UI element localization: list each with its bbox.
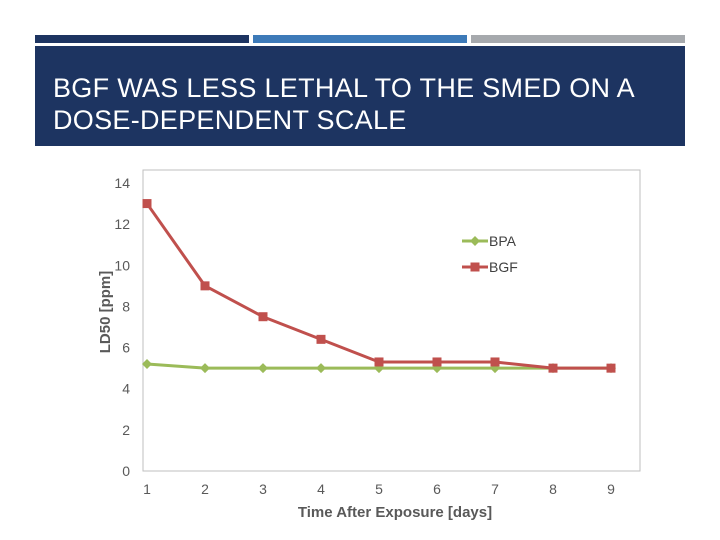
- x-axis-ticks: 1 2 3 4 5 6 7 8 9: [143, 481, 615, 497]
- series-line-bgf: [145, 202, 611, 370]
- data-point-bpa: [142, 359, 152, 370]
- data-point-bpa: [316, 363, 326, 374]
- legend-marker: [470, 262, 480, 272]
- legend-item-bgf: BGF: [462, 259, 518, 275]
- title-band: BGF WAS LESS LETHAL TO THE SMED ON A DOS…: [35, 46, 685, 146]
- accent-bar-gray: [471, 35, 685, 43]
- y-axis-label: LD50 [ppm]: [97, 271, 114, 354]
- y-tick-label: 14: [114, 175, 130, 191]
- slide-title: BGF WAS LESS LETHAL TO THE SMED ON A DOS…: [53, 73, 634, 135]
- accent-bar-blue: [253, 35, 467, 43]
- data-point-bgf: [432, 357, 442, 367]
- x-tick-label: 8: [549, 481, 557, 497]
- x-tick-label: 6: [433, 481, 441, 497]
- series-bgf: [142, 199, 616, 373]
- x-tick-label: 3: [259, 481, 267, 497]
- series-layer: [142, 199, 616, 374]
- x-axis-label: Time After Exposure [days]: [298, 504, 492, 521]
- data-point-bgf: [374, 357, 384, 367]
- legend-item-bpa: BPA: [462, 233, 517, 249]
- y-tick-label: 12: [114, 216, 130, 232]
- y-axis-ticks: 0 2 4 6 8 10 12 14: [114, 175, 130, 479]
- data-point-bgf: [606, 363, 616, 373]
- x-tick-label: 7: [491, 481, 499, 497]
- y-tick-label: 2: [122, 422, 130, 438]
- y-tick-label: 0: [122, 463, 130, 479]
- y-tick-label: 8: [122, 298, 130, 314]
- x-tick-label: 2: [201, 481, 209, 497]
- x-tick-label: 9: [607, 481, 615, 497]
- legend-label: BPA: [489, 233, 517, 249]
- y-tick-label: 6: [122, 340, 130, 356]
- legend-label: BGF: [489, 259, 518, 275]
- data-point-bpa: [258, 363, 268, 374]
- x-tick-label: 1: [143, 481, 151, 497]
- data-point-bgf: [142, 199, 152, 209]
- legend: BPA BGF: [462, 233, 518, 275]
- top-accent-bars: [35, 35, 685, 43]
- data-point-bpa: [200, 363, 210, 374]
- x-tick-label: 4: [317, 481, 325, 497]
- data-point-bgf: [258, 312, 268, 322]
- data-point-bgf: [548, 363, 558, 373]
- data-point-bgf: [316, 334, 326, 344]
- y-tick-label: 10: [114, 257, 130, 273]
- legend-marker: [470, 236, 480, 246]
- data-point-bgf: [200, 281, 210, 291]
- data-point-bgf: [490, 357, 500, 367]
- accent-bar-dark: [35, 35, 249, 43]
- plot-area-border: [142, 169, 641, 472]
- y-tick-label: 4: [122, 381, 130, 397]
- x-tick-label: 5: [375, 481, 383, 497]
